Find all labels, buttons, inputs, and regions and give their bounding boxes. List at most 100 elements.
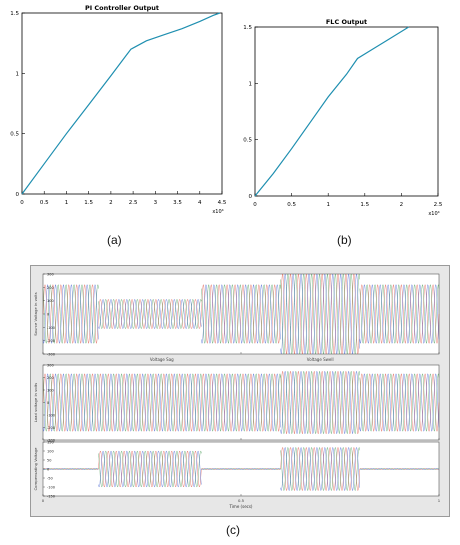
y-tick-label: 100 [47, 299, 54, 303]
y-tick-label: -200 [47, 339, 55, 343]
x-tick-label: 0.5 [287, 202, 296, 208]
phase-waveform [42, 284, 99, 344]
phase-waveform [201, 468, 281, 470]
x-tick-label: 4 [198, 200, 202, 206]
phase-waveform [359, 284, 440, 344]
caption-c: (c) [226, 523, 240, 537]
y-axis-label: Source Voltage in volts [33, 292, 38, 335]
chart-title: FLC Output [326, 18, 367, 26]
y-tick-label: -100 [47, 414, 55, 418]
x-tick-label: 1 [326, 202, 330, 208]
plot-area [21, 12, 223, 195]
phase-waveform [280, 447, 360, 491]
y-tick-label: 200 [47, 376, 54, 380]
y-tick-label: 0 [47, 468, 49, 472]
x-tick-label: 0.5 [40, 200, 49, 206]
y-tick-label: 0.5 [10, 132, 19, 138]
y-tick-label: 300 [47, 273, 54, 277]
y-tick-label: 0 [249, 194, 253, 200]
y-tick-label: 0.5 [243, 138, 252, 144]
x-tick-label: 1 [65, 200, 69, 206]
x-axis-multiplier: x10⁴ [212, 209, 223, 215]
x-tick-label: 0 [20, 200, 24, 206]
phase-waveform [98, 450, 202, 488]
phase-waveform [359, 468, 439, 470]
phase-waveform [201, 284, 281, 344]
y-tick-label: -100 [47, 486, 55, 490]
x-axis-multiplier: x10⁴ [428, 211, 439, 217]
plot-area [254, 26, 439, 197]
pi-controller-output-chart: PI Controller Output 0 0.5 1 1.5 2 2.5 3 3.5 4 4.5… [10, 4, 227, 215]
y-tick-label: -50 [47, 477, 53, 481]
phase-waveform [280, 447, 360, 491]
phase-waveform [42, 284, 99, 344]
phase-waveform [201, 284, 281, 344]
phase-waveform [43, 468, 99, 470]
x-tick-label: 0 [253, 202, 257, 208]
phase-waveform [280, 370, 360, 435]
x-tick-label: 1 [438, 498, 441, 503]
series-line [254, 26, 410, 197]
x-tick-label: 2 [400, 202, 404, 208]
x-tick-label: 2 [109, 200, 113, 206]
y-tick-label: 200 [47, 286, 54, 290]
phase-waveform [280, 273, 360, 355]
phase-waveform [98, 298, 202, 330]
y-tick-label: 1 [249, 81, 253, 87]
annotation-label: Voltage Sag [150, 357, 174, 362]
y-tick-label: 0 [47, 313, 49, 317]
x-tick-label: 2.5 [129, 200, 138, 206]
caption-a: (a) [107, 233, 122, 247]
y-tick-label: 1.5 [10, 11, 19, 17]
phase-waveform [280, 273, 360, 355]
phase-waveform [98, 299, 202, 329]
phase-waveform [359, 284, 440, 344]
x-tick-label: 3 [154, 200, 158, 206]
phase-waveform [359, 373, 440, 432]
x-tick-label: 3.5 [173, 200, 182, 206]
phase-waveform [359, 373, 440, 432]
phase-waveform [42, 373, 281, 432]
y-tick-label: 150 [47, 441, 54, 445]
phase-waveform [359, 284, 440, 344]
y-tick-label: 100 [47, 450, 54, 454]
series-line [21, 12, 221, 195]
y-tick-label: -300 [47, 353, 55, 357]
y-tick-label: 0 [47, 401, 49, 405]
phase-waveform [201, 468, 281, 470]
phase-waveform [280, 447, 360, 491]
phase-waveform [359, 468, 440, 470]
y-axis-label: Load voltage in volts [33, 383, 38, 422]
x-tick-label: 0.5 [238, 498, 245, 503]
y-tick-label: 1 [16, 71, 20, 77]
phase-waveform [201, 284, 281, 344]
x-tick-label: 4.5 [218, 200, 227, 206]
y-tick-label: 0 [16, 192, 20, 198]
phase-waveform [42, 373, 281, 432]
x-tick-label: 1.5 [360, 202, 369, 208]
annotation-label: Voltage Swell [307, 357, 334, 362]
phase-waveform [98, 450, 202, 488]
caption-b: (b) [337, 233, 352, 247]
phase-waveform [42, 373, 281, 432]
x-tick-label: 0 [42, 498, 45, 503]
y-axis-label: Compensating Voltage [33, 447, 38, 491]
phase-waveform [359, 468, 440, 470]
phase-waveform [42, 284, 99, 344]
phase-waveform [280, 370, 360, 435]
x-axis-label: Time (secs) [228, 504, 252, 509]
y-tick-label: -150 [47, 495, 55, 499]
phase-waveform [280, 370, 360, 435]
x-tick-label: 2.5 [434, 202, 443, 208]
x-tick-label: 1.5 [84, 200, 93, 206]
y-tick-label: 100 [47, 389, 54, 393]
phase-waveform [98, 299, 202, 329]
y-tick-label: 1.5 [243, 25, 252, 31]
phase-waveform [201, 468, 281, 470]
y-tick-label: -300 [47, 439, 55, 443]
flc-output-chart: FLC Output 0 0.5 1 1.5 2 2.5 0 0.5 1 1.5 x10⁴ [243, 18, 443, 217]
voltage-waveform-panel: 300 200 100 0 -100 -200 -300 Source Voltage in … [30, 265, 450, 517]
y-tick-label: 300 [47, 364, 54, 368]
y-tick-label: -200 [47, 426, 55, 430]
